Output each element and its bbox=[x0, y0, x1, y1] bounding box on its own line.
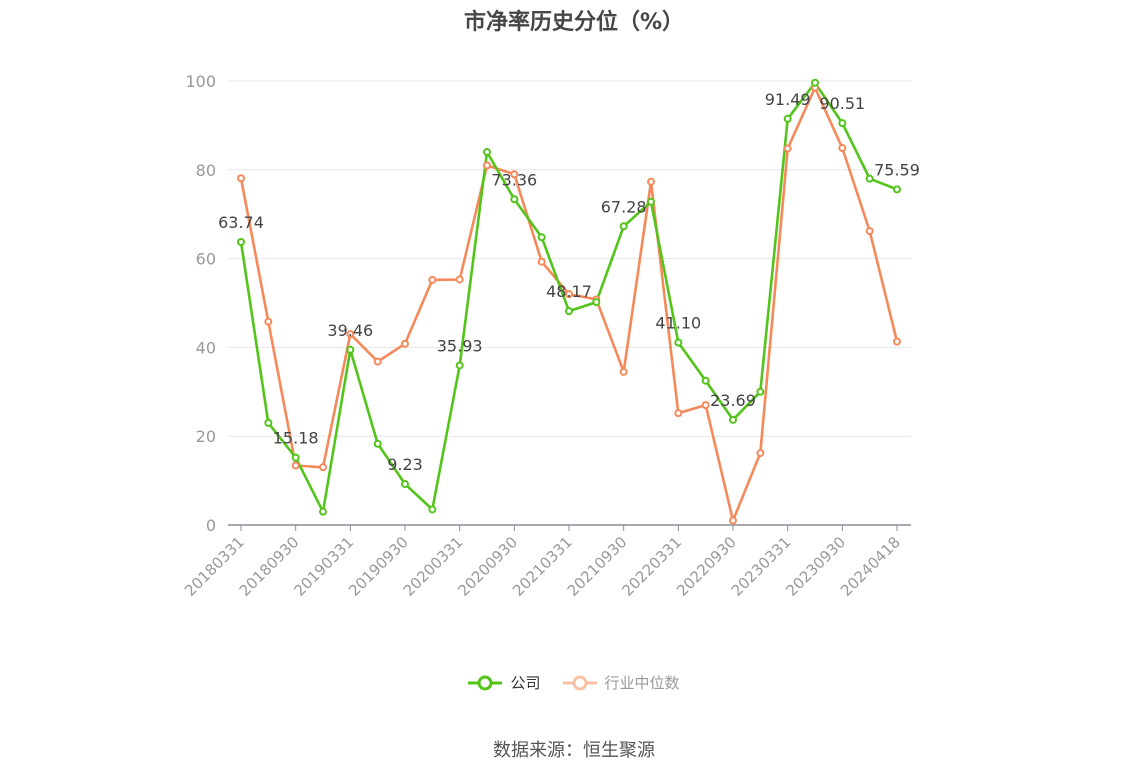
data-label: 90.51 bbox=[819, 94, 865, 113]
point-industry bbox=[701, 401, 710, 410]
point-industry bbox=[783, 144, 792, 153]
point-company bbox=[537, 233, 546, 242]
point-company bbox=[483, 148, 491, 157]
point-industry bbox=[865, 227, 874, 236]
point-industry bbox=[565, 290, 573, 299]
data-label: 41.10 bbox=[655, 314, 701, 333]
data-label: 91.49 bbox=[765, 90, 811, 109]
data-label: 73.36 bbox=[491, 170, 537, 189]
axes: 0204060801002018033120180930201903312019… bbox=[181, 72, 911, 600]
data-label: 67.28 bbox=[601, 197, 647, 216]
point-company bbox=[865, 174, 874, 183]
point-company bbox=[647, 197, 655, 206]
point-industry bbox=[264, 317, 273, 326]
point-industry bbox=[346, 330, 355, 339]
point-company bbox=[619, 222, 628, 231]
data-label: 75.59 bbox=[874, 160, 920, 179]
source-note: 数据来源：恒生聚源 bbox=[493, 740, 655, 761]
y-tick-label: 20 bbox=[196, 427, 216, 446]
point-industry bbox=[756, 449, 765, 458]
point-company bbox=[565, 307, 573, 316]
point-company bbox=[510, 195, 519, 204]
point-company bbox=[783, 114, 792, 123]
grid-lines bbox=[228, 80, 911, 437]
point-industry bbox=[428, 275, 437, 284]
data-label: 23.69 bbox=[710, 391, 756, 410]
point-company bbox=[237, 237, 245, 246]
point-industry bbox=[319, 463, 327, 472]
data-label: 35.93 bbox=[437, 336, 483, 355]
point-company bbox=[756, 387, 765, 396]
data-label: 9.23 bbox=[387, 455, 423, 474]
legend-item-company[interactable]: 公司 bbox=[468, 672, 541, 693]
series-line-industry bbox=[239, 86, 899, 522]
point-company bbox=[346, 345, 355, 354]
point-industry bbox=[619, 367, 628, 376]
point-industry bbox=[291, 461, 300, 470]
point-company bbox=[701, 376, 710, 385]
data-label: 39.46 bbox=[327, 321, 373, 340]
series-lines bbox=[239, 81, 899, 522]
point-industry bbox=[729, 516, 737, 525]
legend-label-industry: 行业中位数 bbox=[604, 674, 680, 692]
point-industry bbox=[483, 161, 491, 170]
point-company bbox=[893, 185, 901, 194]
point-company bbox=[592, 298, 601, 307]
legend-item-industry[interactable]: 行业中位数 bbox=[562, 672, 680, 693]
point-industry bbox=[537, 257, 546, 266]
y-tick-label: 100 bbox=[185, 72, 216, 91]
point-industry bbox=[237, 174, 245, 183]
y-tick-label: 80 bbox=[196, 161, 216, 180]
point-company bbox=[838, 119, 847, 128]
point-company bbox=[674, 338, 683, 347]
point-industry bbox=[373, 357, 382, 366]
legend-swatch-industry bbox=[562, 675, 597, 690]
point-industry bbox=[401, 339, 409, 348]
chart-title: 市净率历史分位（%） bbox=[463, 10, 685, 35]
point-company bbox=[264, 418, 273, 427]
legend-label-company: 公司 bbox=[510, 674, 541, 692]
point-company bbox=[401, 480, 409, 489]
point-industry bbox=[674, 409, 683, 418]
point-company bbox=[811, 78, 819, 87]
data-label: 48.17 bbox=[546, 282, 592, 301]
point-company bbox=[373, 439, 382, 448]
point-company bbox=[455, 361, 464, 370]
y-tick-label: 60 bbox=[196, 250, 216, 269]
point-company bbox=[729, 415, 737, 424]
point-industry bbox=[893, 337, 901, 346]
data-label: 63.74 bbox=[218, 213, 264, 232]
point-company bbox=[428, 505, 437, 514]
point-company bbox=[291, 453, 300, 462]
data-labels: 63.74 15.18 39.46 9.23 35.93 73.36 48.17 67.28 4… bbox=[218, 90, 920, 474]
y-tick-label: 0 bbox=[206, 516, 216, 535]
x-tick-label: 20240418 bbox=[837, 533, 904, 600]
point-industry bbox=[510, 170, 519, 179]
y-tick-label: 40 bbox=[196, 338, 216, 357]
legend-swatch-company bbox=[468, 675, 503, 690]
point-industry bbox=[838, 144, 847, 153]
legend: 公司 行业中位数 bbox=[0, 672, 1148, 693]
point-industry bbox=[647, 177, 655, 186]
point-industry bbox=[455, 275, 464, 284]
data-points bbox=[237, 78, 901, 525]
data-label: 15.18 bbox=[273, 429, 319, 448]
point-company bbox=[319, 507, 327, 516]
